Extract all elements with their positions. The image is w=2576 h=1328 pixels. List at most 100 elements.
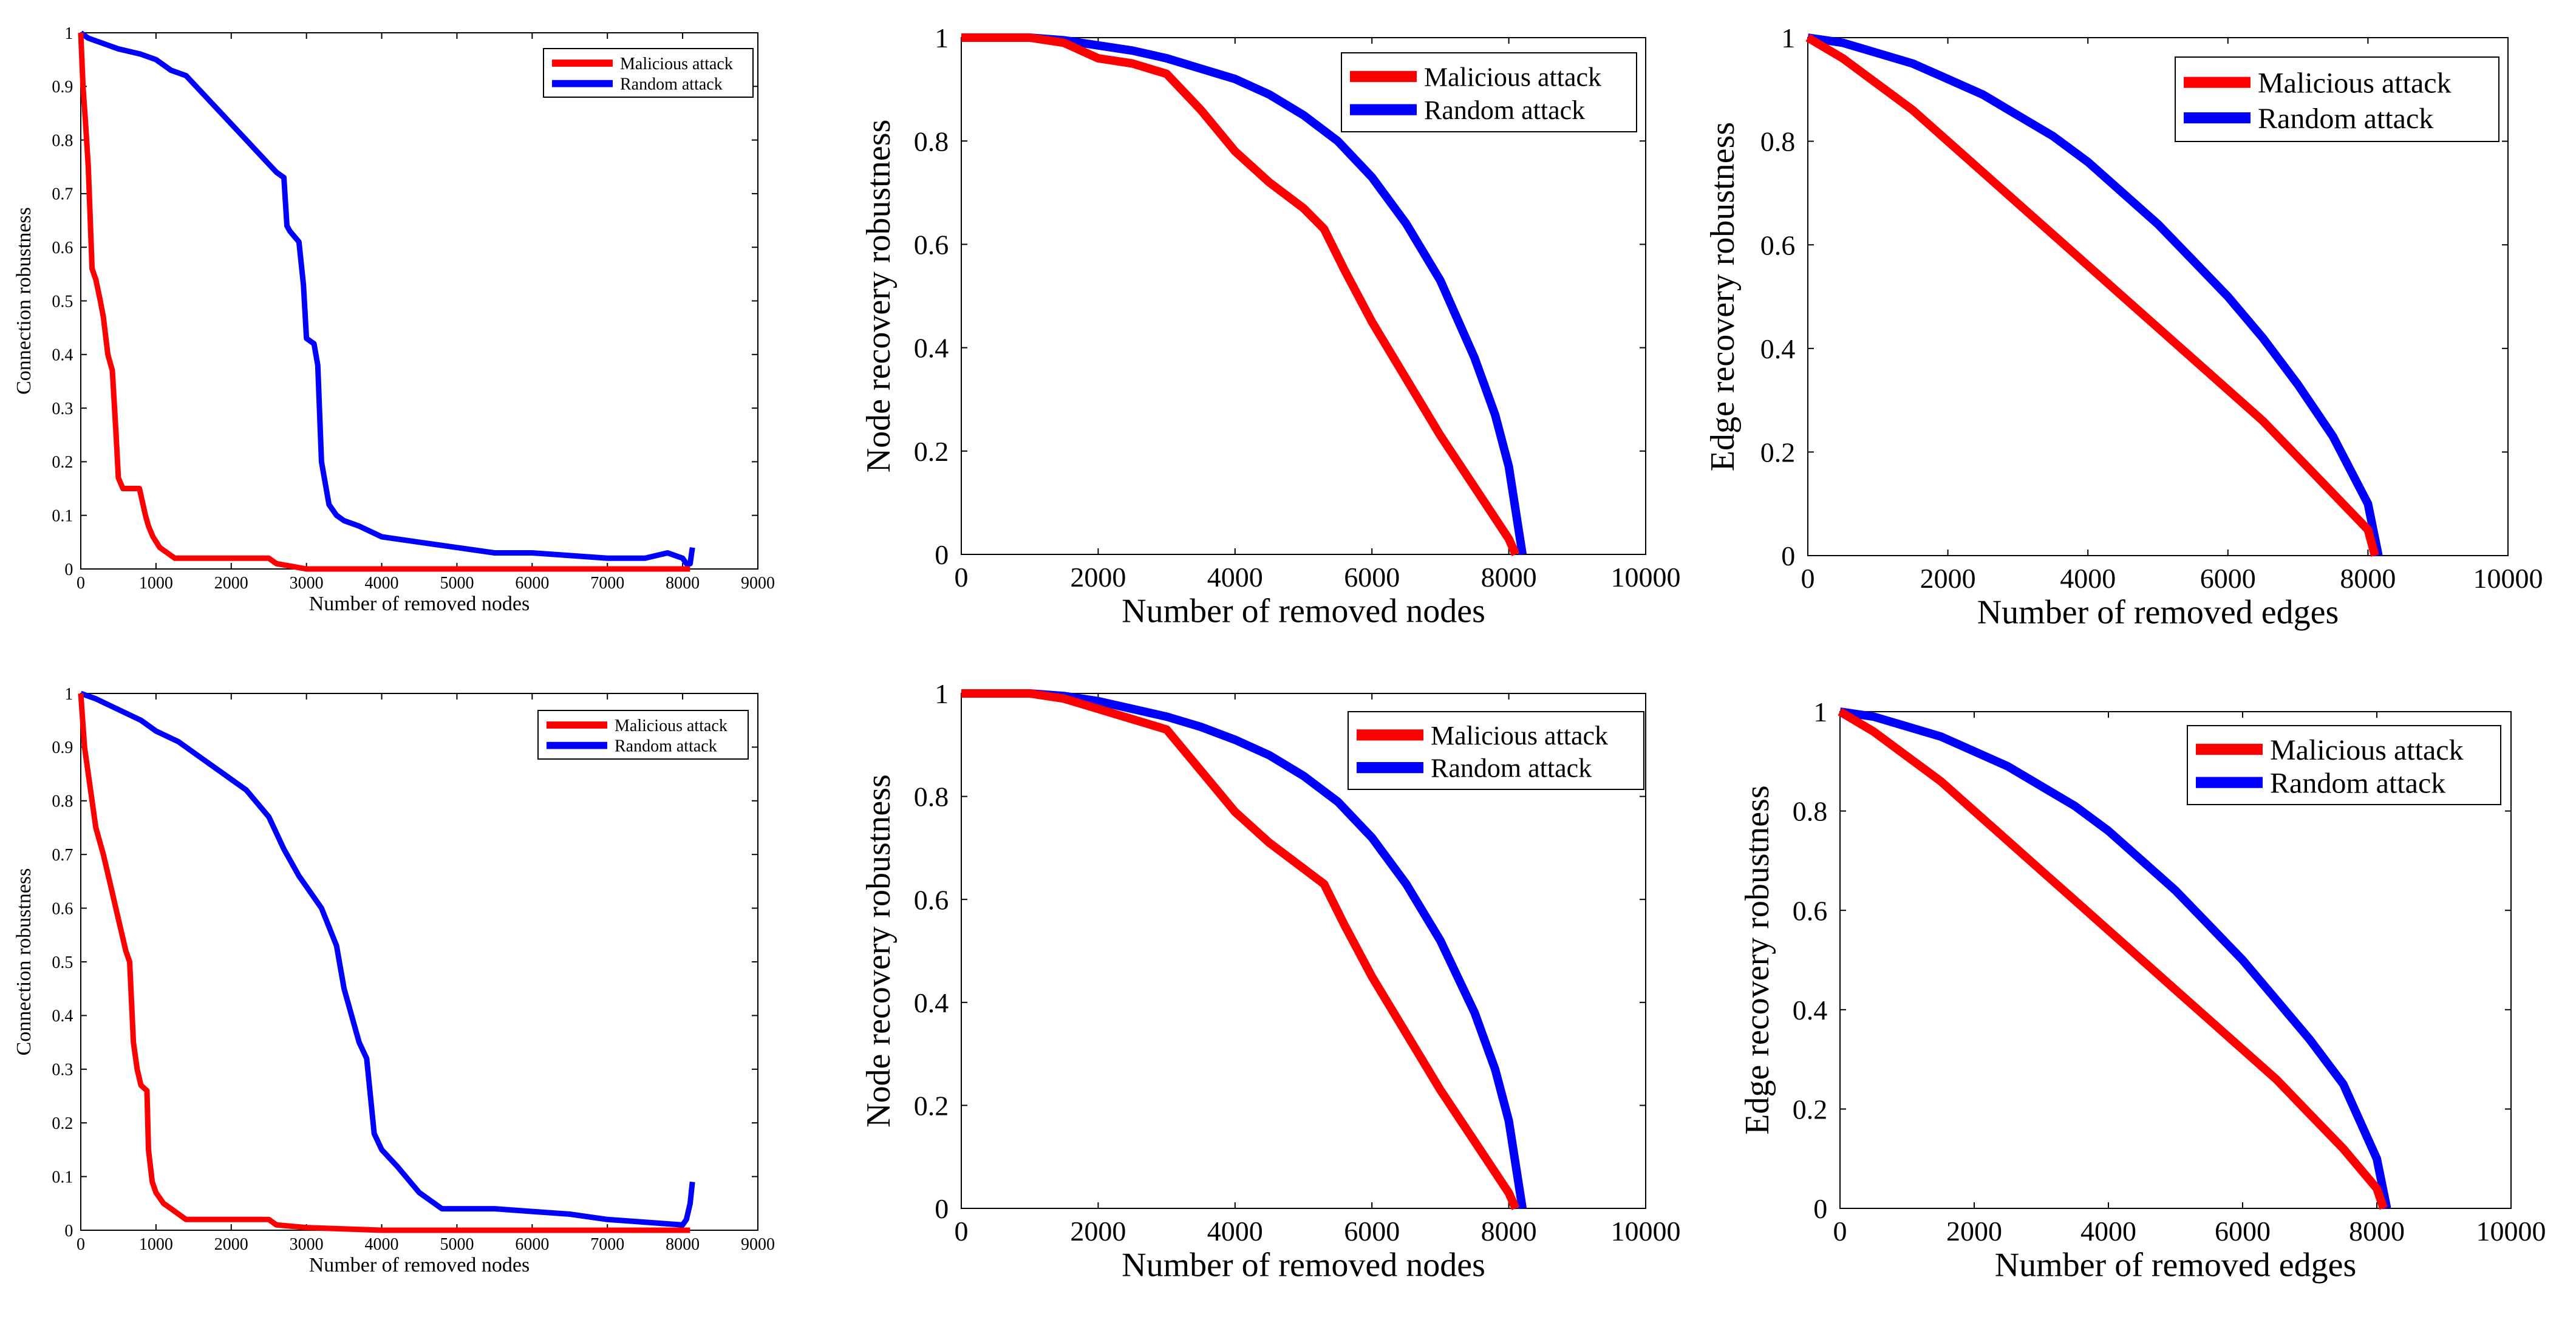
y-tick-label: 0.6 [52, 239, 73, 257]
x-tick-label: 4000 [365, 1235, 399, 1254]
y-tick-label: 0.8 [914, 126, 949, 157]
y-axis-label: Connection robustness [13, 868, 35, 1056]
y-tick-label: 0 [935, 1193, 949, 1224]
legend-label: Malicious attack [2258, 67, 2452, 100]
legend-box [1348, 711, 1644, 790]
y-axis-label: Edge recovery robustness [1739, 785, 1776, 1134]
y-tick-label: 0 [64, 560, 73, 579]
y-tick-label: 0.8 [52, 131, 73, 150]
x-tick-label: 10000 [1611, 1216, 1681, 1247]
x-tick-label: 5000 [440, 574, 474, 593]
series-line-malicious-attack [961, 33, 1520, 556]
y-tick-label: 0.4 [52, 1007, 73, 1026]
legend-box [1341, 52, 1637, 132]
x-tick-label: 10000 [2476, 1216, 2546, 1247]
y-tick-label: 1 [1813, 696, 1827, 727]
x-tick-label: 10000 [1611, 562, 1681, 593]
legend-label: Malicious attack [2270, 734, 2464, 766]
y-tick-label: 0.7 [52, 185, 73, 204]
y-tick-label: 0.5 [52, 292, 73, 311]
series-line-random-attack [961, 33, 1527, 556]
x-tick-label: 5000 [440, 1235, 474, 1254]
y-tick-label: 0.2 [1760, 437, 1796, 468]
y-axis-label: Node recovery robustness [860, 774, 898, 1128]
y-tick-label: 0.6 [1760, 230, 1796, 260]
y-tick-label: 0 [935, 539, 949, 570]
y-tick-label: 0.3 [52, 1061, 73, 1080]
legend: Malicious attack Random attack [1348, 711, 1644, 790]
x-axis-label: Number of removed nodes [1122, 593, 1485, 630]
y-tick-label: 0.2 [52, 453, 73, 472]
x-tick-label: 2000 [1070, 1216, 1126, 1247]
legend: Malicious attack Random attack [543, 48, 754, 98]
legend-box [543, 48, 754, 98]
x-tick-label: 8000 [1481, 562, 1537, 593]
y-tick-label: 0.3 [52, 400, 73, 418]
plot-frame [1807, 37, 2509, 556]
x-tick-label: 6000 [515, 1235, 549, 1254]
x-tick-label: 3000 [290, 1235, 324, 1254]
series-line-random-attack [1839, 707, 2391, 1210]
x-tick-label: 4000 [1207, 562, 1263, 593]
x-tick-label: 2000 [214, 1235, 248, 1254]
x-tick-label: 4000 [1207, 1216, 1263, 1247]
x-tick-label: 8000 [2349, 1216, 2405, 1247]
x-tick-label: 0 [1833, 1216, 1847, 1247]
x-tick-label: 3000 [290, 574, 324, 593]
series-line-malicious-attack [78, 32, 690, 572]
legend-label: Malicious attack [1431, 721, 1608, 751]
x-tick-label: 4000 [2080, 1216, 2136, 1247]
y-tick-label: 0.4 [914, 987, 949, 1018]
x-tick-label: 2000 [1946, 1216, 2002, 1247]
y-tick-label: 0.8 [1793, 796, 1828, 827]
chart-panel-bottom-middle: 0 2000 4000 6000 8000 10000 0 0.2 0.4 0.6 0.8 1 Numb… [860, 678, 1681, 1284]
y-tick-label: 0.8 [1760, 126, 1796, 157]
x-axis-label: Number of removed nodes [309, 1254, 530, 1276]
x-axis-label: Number of removed edges [1995, 1247, 2357, 1284]
legend-label: Random attack [2270, 767, 2445, 799]
legend-box [2187, 725, 2501, 805]
x-tick-label: 4000 [365, 574, 399, 593]
y-axis-label: Edge recovery robustness [1704, 122, 1742, 471]
y-tick-label: 1 [1781, 22, 1795, 53]
x-tick-label: 6000 [1344, 1216, 1400, 1247]
y-tick-label: 0.1 [52, 1168, 73, 1187]
y-tick-label: 0.7 [52, 846, 73, 865]
legend: Malicious attack Random attack [537, 710, 749, 760]
x-axis-label: Number of removed nodes [309, 593, 530, 615]
legend-label: Malicious attack [1424, 62, 1601, 92]
plot-frame [80, 693, 758, 1231]
y-tick-label: 0.4 [1793, 995, 1828, 1026]
series-line-malicious-attack [78, 693, 690, 1233]
legend-label: Random attack [620, 75, 723, 94]
y-tick-label: 1 [935, 22, 949, 53]
y-tick-label: 0.6 [914, 884, 949, 915]
x-tick-label: 9000 [741, 1235, 775, 1254]
y-tick-label: 0.6 [1793, 895, 1828, 926]
x-tick-label: 7000 [590, 1235, 624, 1254]
y-tick-label: 1 [64, 685, 73, 704]
x-tick-label: 0 [1801, 563, 1815, 594]
legend-label: Random attack [1431, 754, 1592, 783]
y-tick-label: 0.2 [914, 436, 949, 467]
x-tick-label: 6000 [2215, 1216, 2271, 1247]
y-tick-label: 0.4 [1760, 333, 1796, 364]
x-tick-label: 4000 [2060, 563, 2116, 594]
chart-panel-top-right: 0 2000 4000 6000 8000 10000 0 0.2 0.4 0.6 0.8 1 Numb… [1704, 22, 2543, 632]
plot-frame [961, 37, 1646, 555]
x-tick-label: 0 [77, 1235, 85, 1254]
chart-panel-bottom-left: 0 1000 2000 3000 4000 5000 6000 7000 8000 9000 0 0.… [13, 685, 775, 1276]
y-tick-label: 0.4 [52, 346, 73, 365]
y-tick-label: 0.8 [914, 781, 949, 812]
series-line-random-attack [1807, 33, 2383, 557]
legend-label: Malicious attack [615, 717, 727, 735]
y-tick-label: 0.6 [52, 899, 73, 918]
legend-label: Random attack [615, 737, 717, 755]
x-tick-label: 0 [77, 574, 85, 593]
x-tick-label: 0 [955, 1216, 969, 1247]
x-tick-label: 1000 [139, 1235, 173, 1254]
series-line-malicious-attack [1838, 707, 2388, 1210]
x-axis-label: Number of removed edges [1977, 594, 2339, 632]
legend-box [2175, 56, 2499, 142]
y-axis-label: Node recovery robustness [860, 120, 898, 473]
